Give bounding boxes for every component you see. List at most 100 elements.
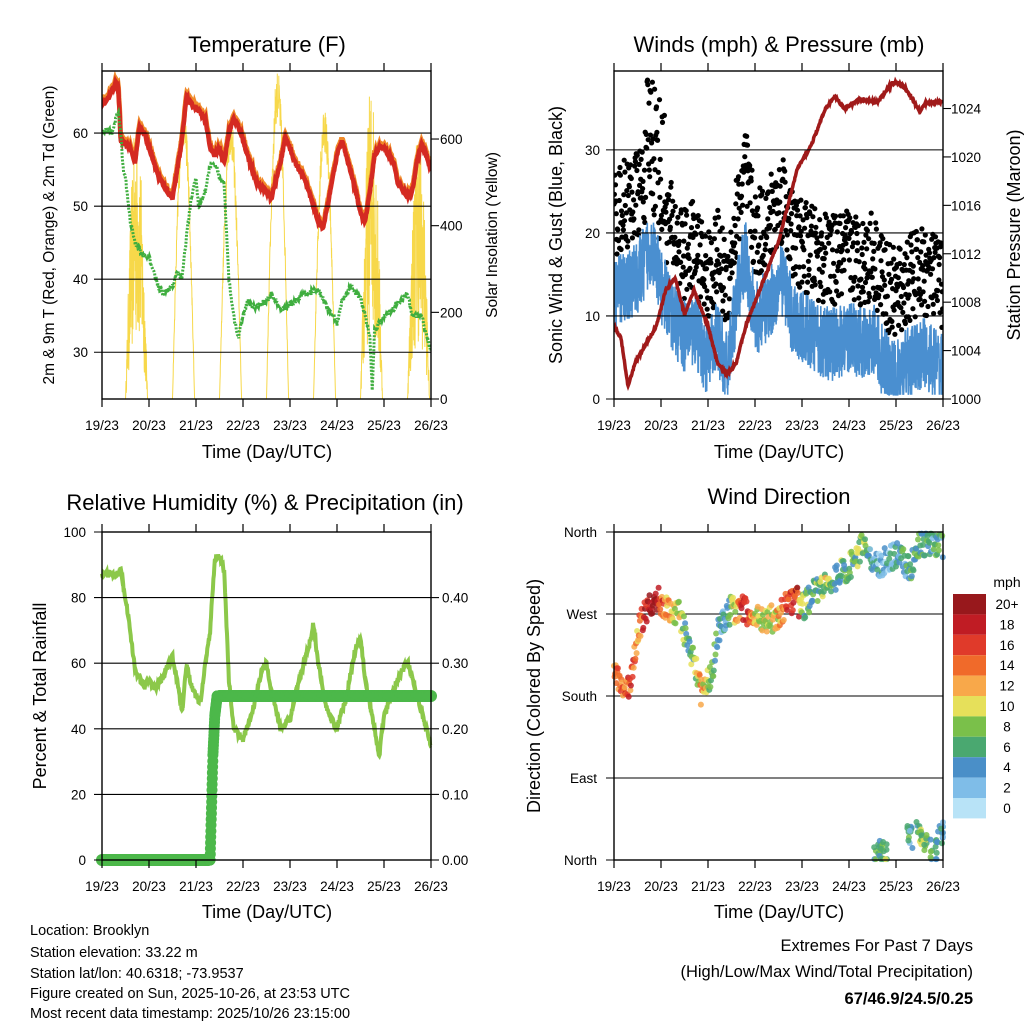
direction-point — [918, 832, 925, 839]
direction-point — [672, 620, 679, 627]
direction-point — [646, 592, 653, 599]
gust-point — [803, 200, 809, 206]
gust-point — [894, 284, 901, 290]
direction-point — [682, 620, 689, 627]
gust-point — [852, 274, 858, 280]
direction-point — [921, 552, 928, 559]
gust-point — [722, 292, 728, 298]
direction-point — [690, 644, 696, 651]
temperature-x-tick-label: 23/23 — [273, 418, 307, 433]
gust-point — [920, 289, 926, 295]
gust-point — [726, 296, 733, 302]
gust-point — [738, 209, 744, 215]
direction-point — [939, 840, 945, 847]
gust-point — [615, 238, 622, 244]
gust-point — [614, 251, 620, 257]
gust-point — [850, 285, 856, 291]
pressure-right-tick-label: 1020 — [951, 150, 981, 165]
direction-point — [908, 573, 915, 580]
winds-x-tick-label: 21/23 — [691, 418, 725, 433]
direction-point — [696, 672, 703, 678]
gust-point — [670, 198, 676, 204]
legend-label: 16 — [999, 638, 1014, 653]
winds-x-tick-label: 25/23 — [879, 418, 913, 433]
gust-point — [657, 156, 663, 162]
gust-point — [741, 169, 747, 175]
gust-point — [860, 289, 866, 295]
gust-point — [855, 240, 861, 246]
direction-point — [867, 546, 874, 553]
gust-point — [891, 256, 897, 262]
gust-point — [831, 273, 837, 279]
gust-point — [872, 266, 878, 272]
direction-point — [880, 839, 887, 845]
gust-point — [614, 191, 617, 197]
humidity-x-tick-label: 19/23 — [85, 879, 119, 894]
wind-y-tick-label: 20 — [585, 226, 600, 241]
direction-point — [909, 845, 916, 851]
winds-x-tick-label: 23/23 — [785, 418, 819, 433]
direction-point — [905, 837, 912, 844]
gust-point — [932, 249, 938, 255]
legend-label: 20+ — [996, 597, 1019, 612]
direction-point — [838, 573, 845, 580]
gust-point — [853, 214, 859, 220]
direction-point — [828, 588, 835, 595]
gust-point — [797, 213, 803, 219]
gust-point — [638, 195, 645, 201]
direction-point — [809, 597, 816, 604]
solar-insolation-line — [124, 73, 431, 399]
gust-point — [911, 276, 917, 282]
gust-point — [784, 247, 790, 253]
gust-point — [898, 293, 904, 300]
gust-point — [754, 249, 760, 255]
gust-point — [632, 159, 639, 165]
direction-point — [832, 586, 839, 593]
gust-point — [655, 137, 661, 143]
gust-point — [855, 223, 862, 229]
direction-point — [881, 545, 888, 552]
gust-point — [645, 137, 651, 143]
gust-point — [614, 211, 619, 217]
gust-point — [801, 273, 807, 279]
gust-point — [901, 300, 907, 306]
legend-swatch-12 — [953, 675, 986, 696]
gust-point — [862, 279, 869, 286]
temperature-y-tick-label: 60 — [73, 126, 88, 141]
gust-point — [846, 235, 852, 241]
gust-point — [817, 246, 824, 252]
temperature-plot-frame — [101, 70, 432, 400]
gust-point — [710, 305, 716, 311]
gust-point — [737, 236, 743, 242]
legend-swatch-16 — [953, 634, 986, 656]
pressure-right-tick-label: 1024 — [951, 102, 982, 117]
gust-point — [776, 167, 783, 173]
direction-point — [767, 623, 774, 630]
gust-point — [768, 171, 774, 177]
gust-point — [933, 293, 939, 299]
gust-point — [888, 276, 895, 282]
temperature-x-label: Time (Day/UTC) — [202, 442, 332, 462]
humidity-line — [100, 553, 433, 760]
gust-point — [851, 297, 857, 303]
gust-point — [703, 253, 709, 259]
gust-point — [670, 208, 676, 214]
gust-point — [657, 194, 663, 200]
gust-point — [889, 324, 895, 330]
created-text: Figure created on Sun, 2025-10-26, at 23… — [30, 986, 350, 1002]
gust-point — [907, 317, 913, 323]
gust-point — [649, 140, 655, 146]
gust-point — [668, 184, 674, 190]
gust-point — [715, 207, 721, 213]
gust-point — [922, 298, 928, 304]
gust-point — [708, 260, 714, 266]
gust-point — [719, 225, 725, 231]
gust-point — [720, 285, 727, 291]
winds-x-tick-label: 20/23 — [644, 418, 678, 433]
humidity-y-tick-label: 80 — [71, 591, 86, 606]
gust-point — [937, 310, 943, 316]
legend-swatch-6 — [953, 736, 986, 758]
direction-point — [933, 856, 940, 863]
gust-point — [643, 131, 649, 137]
